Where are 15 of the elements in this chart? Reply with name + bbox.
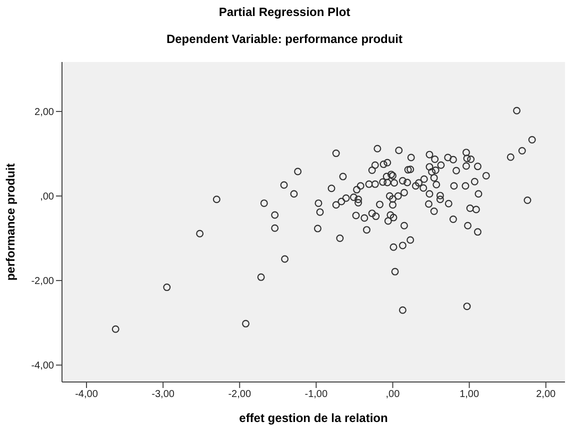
- x-tick-label: 2,00: [536, 389, 556, 400]
- y-tick-label: -4,00: [31, 360, 54, 372]
- chart-title: Partial Regression Plot: [218, 5, 352, 19]
- x-tick-label: ,00: [386, 389, 400, 400]
- y-tick-label: 2,00: [34, 107, 54, 118]
- x-tick-label: 1,00: [460, 389, 480, 400]
- x-tick-label: -4,00: [75, 389, 98, 400]
- x-tick-label: -3,00: [152, 389, 175, 400]
- y-axis-title: performance produit: [3, 163, 18, 281]
- y-tick-label: -2,00: [31, 276, 54, 288]
- x-tick-label: -1,00: [304, 389, 328, 400]
- y-tick-label: ,00: [40, 192, 54, 203]
- chart-subtitle: Dependent Variable: performance produit: [165, 32, 404, 46]
- x-axis-title: effet gestion de la relation: [239, 411, 388, 425]
- x-tick-label: -2,00: [228, 389, 252, 400]
